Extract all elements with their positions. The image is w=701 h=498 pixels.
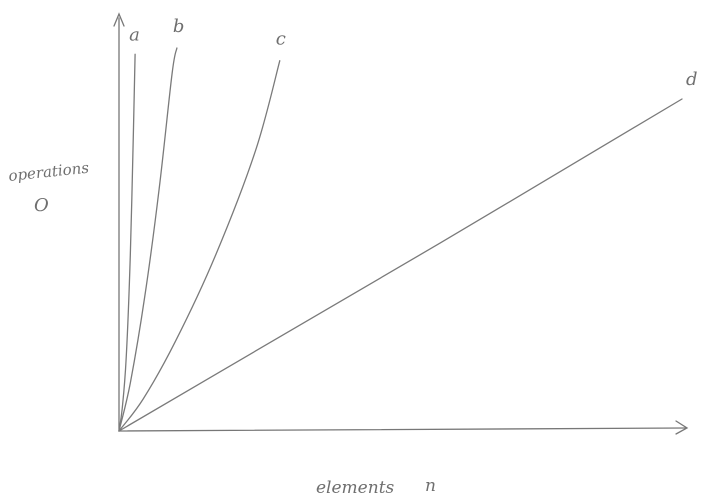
axes: [113, 12, 689, 435]
series-line-a: [118, 53, 136, 432]
series-line-d: [118, 98, 683, 432]
series-label-d: d: [686, 69, 698, 90]
series-labels: a b c d: [129, 16, 697, 90]
x-axis-symbol: n: [425, 476, 436, 496]
series-label-a: a: [129, 24, 140, 45]
x-axis-arrowhead: [675, 420, 689, 435]
y-axis-symbol: O: [34, 195, 49, 216]
series-label-b: b: [173, 16, 185, 37]
y-axis-arrowhead: [113, 12, 125, 27]
series-line-c: [118, 60, 281, 432]
series-line-b: [118, 47, 178, 432]
series-label-c: c: [276, 29, 286, 50]
series-lines: [118, 47, 683, 432]
x-axis-line: [118, 427, 687, 432]
y-axis-label: operations: [8, 159, 91, 185]
x-axis-label: elements: [316, 478, 395, 498]
